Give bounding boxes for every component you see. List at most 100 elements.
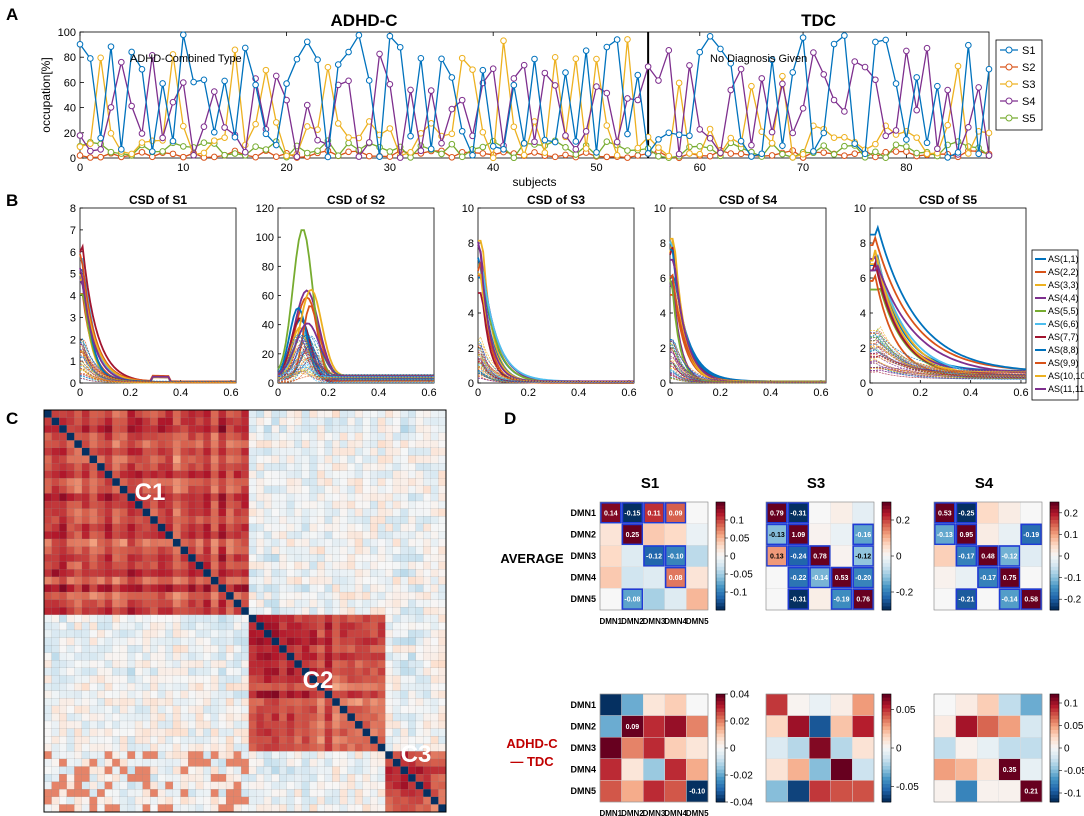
matrix-cell: [430, 516, 439, 525]
matrix-cell: [423, 675, 432, 684]
cluster-label-c3: C3: [401, 741, 432, 768]
matrix-cell: [142, 516, 151, 525]
matrix-cell: [377, 652, 386, 661]
matrix-cell: [309, 561, 318, 570]
matrix-cell: [241, 409, 250, 418]
matrix-cell: [241, 758, 250, 767]
matrix-cell: [203, 728, 212, 737]
matrix-cell: [377, 500, 386, 509]
matrix-cell: [81, 508, 90, 517]
matrix-cell: [97, 485, 106, 494]
matrix-cell: [324, 546, 333, 555]
matrix-cell: [172, 599, 181, 608]
matrix-cell: [157, 425, 166, 434]
matrix-cell: [188, 554, 197, 563]
matrix-cell: [377, 682, 386, 692]
matrix-cell: [142, 455, 151, 464]
matrix-cell: [241, 493, 250, 502]
matrix-cell: [354, 652, 363, 661]
matrix-cell: [362, 463, 371, 472]
colorbar-segment: [1050, 794, 1059, 799]
matrix-cell: [66, 599, 75, 608]
data-point-s1: [717, 45, 724, 53]
matrix-cell: [195, 804, 204, 813]
matrix-cell: [134, 523, 143, 532]
matrix-cell: [438, 774, 447, 783]
heatmap-cell-value: 0.25: [626, 532, 640, 539]
matrix-cell: [225, 584, 234, 593]
matrix-cell: [119, 432, 128, 441]
matrix-cell: [241, 440, 250, 449]
matrix-cell: [51, 629, 60, 638]
matrix-cell: [142, 546, 151, 555]
matrix-cell: [165, 531, 174, 540]
heatmap-cell: [1020, 693, 1043, 716]
matrix-cell: [180, 417, 189, 426]
matrix-cell: [392, 751, 401, 760]
matrix-cell: [43, 584, 52, 593]
matrix-cell: [286, 667, 295, 676]
matrix-cell: [241, 667, 250, 676]
matrix-cell: [81, 804, 90, 813]
matrix-cell: [142, 531, 151, 540]
matrix-cell: [377, 743, 386, 752]
data-point-s2: [138, 148, 146, 156]
matrix-cell: [301, 485, 310, 494]
matrix-cell: [408, 682, 417, 692]
data-point-s1: [365, 77, 373, 84]
matrix-cell: [112, 667, 121, 676]
data-point-s4: [861, 63, 869, 71]
colorbar-segment: [882, 744, 891, 749]
matrix-cell: [150, 682, 159, 692]
matrix-cell: [51, 455, 60, 464]
matrix-cell: [324, 409, 333, 418]
matrix-cell: [66, 576, 75, 585]
matrix-cell: [256, 637, 265, 646]
matrix-cell: [241, 546, 250, 555]
matrix-cell: [370, 743, 379, 752]
matrix-cell: [279, 804, 288, 813]
data-point-s4: [634, 96, 642, 104]
matrix-cell: [172, 728, 181, 737]
matrix-cell: [51, 584, 60, 593]
matrix-cell: [203, 743, 212, 752]
matrix-cell: [339, 538, 348, 547]
matrix-cell: [188, 546, 197, 555]
matrix-cell: [316, 493, 326, 502]
legend-marker: [1005, 114, 1013, 122]
matrix-cell: [400, 493, 409, 502]
data-point-s3: [427, 120, 435, 127]
matrix-cell: [324, 599, 333, 608]
csd-cross-curve: [277, 357, 434, 383]
matrix-cell: [248, 736, 257, 745]
matrix-cell: [142, 645, 151, 654]
matrix-cell: [263, 561, 272, 570]
colorbar-segment: [1050, 570, 1059, 575]
matrix-cell: [347, 538, 356, 547]
matrix-cell: [256, 538, 265, 547]
matrix-cell: [127, 455, 136, 464]
matrix-cell: [241, 470, 250, 479]
matrix-cell: [66, 554, 75, 563]
data-point-s1: [582, 47, 590, 54]
matrix-cell: [438, 432, 447, 441]
matrix-cell: [74, 690, 83, 699]
x-tick-label: 0.2: [521, 387, 536, 399]
heatmap-cell-value: -0.10: [689, 789, 705, 796]
matrix-cell: [195, 675, 204, 684]
matrix-cell: [385, 614, 394, 623]
matrix-cell: [408, 523, 417, 532]
data-point-s3: [262, 66, 270, 74]
matrix-cell: [210, 531, 219, 540]
matrix-cell: [309, 417, 318, 426]
matrix-cell: [362, 789, 371, 798]
matrix-cell: [385, 478, 394, 487]
matrix-cell: [43, 485, 52, 494]
matrix-cell: [271, 485, 280, 494]
matrix-cell: [248, 698, 257, 707]
matrix-cell: [195, 599, 204, 608]
heatmap-row-label: DMN4: [570, 573, 596, 583]
matrix-cell: [294, 622, 303, 631]
matrix-cell: [339, 698, 348, 707]
